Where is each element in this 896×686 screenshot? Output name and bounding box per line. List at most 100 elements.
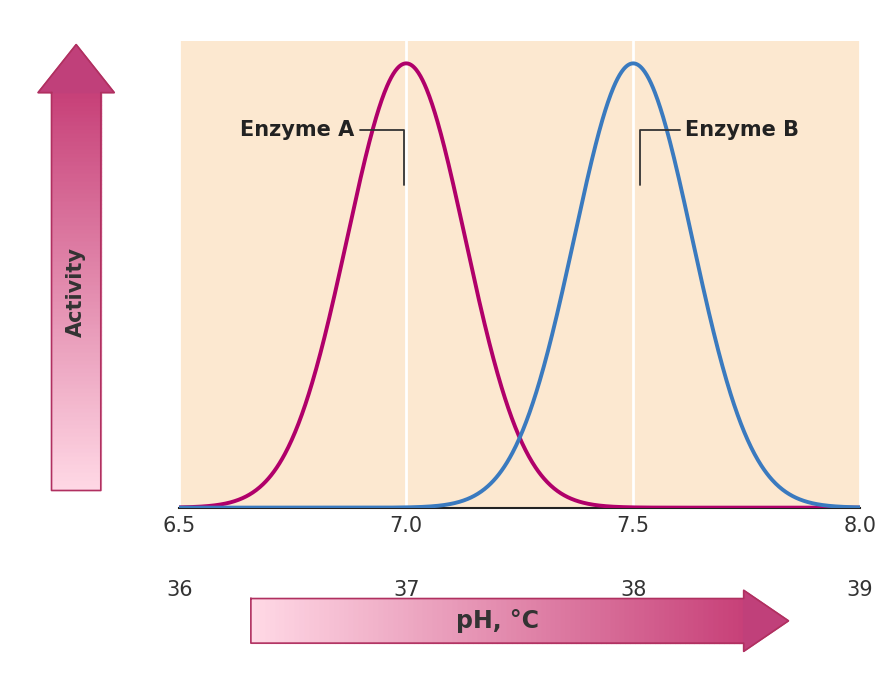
Text: 38: 38: [620, 580, 646, 600]
Bar: [52, 475, 101, 479]
Bar: [52, 459, 101, 462]
Bar: [738, 598, 744, 643]
Bar: [52, 379, 101, 383]
Bar: [52, 451, 101, 455]
Bar: [52, 355, 101, 359]
Bar: [52, 128, 101, 132]
Bar: [52, 137, 101, 141]
Bar: [266, 598, 271, 643]
Bar: [487, 598, 493, 643]
Bar: [507, 598, 513, 643]
Bar: [468, 598, 473, 643]
Bar: [582, 598, 586, 643]
Bar: [414, 598, 418, 643]
Bar: [335, 598, 340, 643]
Bar: [424, 598, 428, 643]
Bar: [714, 598, 719, 643]
Bar: [52, 161, 101, 164]
Bar: [280, 598, 285, 643]
Bar: [383, 598, 389, 643]
Bar: [458, 598, 462, 643]
Bar: [251, 598, 256, 643]
Bar: [52, 486, 101, 490]
Bar: [52, 248, 101, 252]
Bar: [52, 216, 101, 220]
Bar: [52, 180, 101, 184]
Bar: [52, 423, 101, 427]
Bar: [355, 598, 359, 643]
Bar: [635, 598, 640, 643]
Bar: [700, 598, 704, 643]
Bar: [719, 598, 724, 643]
Bar: [52, 272, 101, 276]
Bar: [52, 311, 101, 316]
Bar: [375, 598, 379, 643]
Bar: [52, 113, 101, 117]
Bar: [261, 598, 266, 643]
Bar: [52, 108, 101, 113]
Bar: [52, 395, 101, 399]
Bar: [52, 399, 101, 403]
Bar: [572, 598, 576, 643]
Bar: [52, 439, 101, 442]
Bar: [52, 466, 101, 471]
Bar: [531, 598, 537, 643]
Bar: [52, 196, 101, 200]
Bar: [521, 598, 527, 643]
Polygon shape: [39, 45, 115, 93]
Bar: [52, 283, 101, 287]
Bar: [52, 260, 101, 263]
Text: Enzyme A: Enzyme A: [240, 120, 404, 185]
Bar: [52, 343, 101, 347]
Bar: [541, 598, 547, 643]
Bar: [631, 598, 635, 643]
Bar: [645, 598, 650, 643]
Bar: [290, 598, 296, 643]
Text: 39: 39: [847, 580, 874, 600]
Bar: [52, 316, 101, 320]
Bar: [566, 598, 572, 643]
Bar: [52, 323, 101, 327]
Bar: [52, 371, 101, 375]
Polygon shape: [744, 590, 788, 652]
Bar: [52, 93, 101, 97]
Bar: [452, 598, 458, 643]
Bar: [315, 598, 320, 643]
Bar: [527, 598, 532, 643]
Bar: [379, 598, 383, 643]
Bar: [611, 598, 616, 643]
Bar: [52, 331, 101, 335]
Bar: [503, 598, 507, 643]
Bar: [52, 347, 101, 351]
Bar: [345, 598, 349, 643]
Bar: [256, 598, 261, 643]
Bar: [52, 101, 101, 104]
Bar: [596, 598, 601, 643]
Bar: [52, 124, 101, 128]
Bar: [52, 204, 101, 208]
Bar: [52, 152, 101, 156]
Bar: [320, 598, 325, 643]
Bar: [710, 598, 714, 643]
Bar: [52, 148, 101, 152]
Bar: [729, 598, 734, 643]
Bar: [52, 367, 101, 371]
Bar: [52, 415, 101, 419]
Bar: [340, 598, 345, 643]
Bar: [52, 442, 101, 447]
Bar: [369, 598, 375, 643]
Bar: [734, 598, 739, 643]
Bar: [552, 598, 556, 643]
Bar: [52, 276, 101, 280]
Bar: [616, 598, 621, 643]
Text: 37: 37: [393, 580, 419, 600]
Bar: [52, 280, 101, 283]
Bar: [52, 340, 101, 343]
Bar: [52, 256, 101, 260]
Bar: [52, 240, 101, 244]
Bar: [296, 598, 300, 643]
Bar: [52, 435, 101, 439]
Bar: [556, 598, 562, 643]
Bar: [399, 598, 404, 643]
Bar: [52, 292, 101, 296]
